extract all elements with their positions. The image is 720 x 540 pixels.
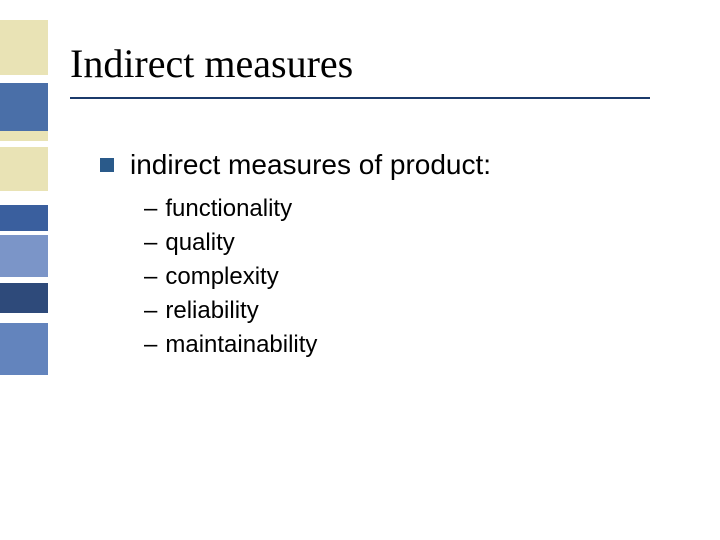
slide-title: Indirect measures — [70, 40, 690, 87]
slide-content: Indirect measures indirect measures of p… — [70, 40, 690, 365]
bullet-level2: –functionality — [144, 195, 690, 223]
sidebar-block — [0, 191, 48, 205]
sidebar-block — [0, 83, 48, 131]
slide-body: indirect measures of product: –functiona… — [100, 149, 690, 359]
dash-icon: – — [144, 297, 157, 325]
bullet-level2: –quality — [144, 229, 690, 257]
dash-icon: – — [144, 263, 157, 291]
sidebar-block — [0, 235, 48, 277]
sidebar-block — [0, 75, 48, 83]
dash-icon: – — [144, 331, 157, 359]
slide: Indirect measures indirect measures of p… — [0, 0, 720, 540]
sidebar-block — [0, 375, 48, 540]
level2-text: quality — [165, 229, 234, 257]
sidebar-block — [0, 147, 48, 191]
level2-list: –functionality–quality–complexity–reliab… — [144, 195, 690, 359]
sidebar-block — [0, 283, 48, 313]
level2-text: reliability — [165, 297, 258, 325]
level2-text: maintainability — [165, 331, 317, 359]
sidebar-block — [0, 313, 48, 323]
level2-text: functionality — [165, 195, 292, 223]
sidebar-block — [0, 0, 48, 20]
sidebar-block — [0, 20, 48, 75]
bullet-level2: –maintainability — [144, 331, 690, 359]
square-bullet-icon — [100, 158, 114, 172]
title-underline — [70, 97, 650, 99]
dash-icon: – — [144, 229, 157, 257]
sidebar-block — [0, 323, 48, 375]
dash-icon: – — [144, 195, 157, 223]
level1-text: indirect measures of product: — [130, 149, 491, 181]
decorative-sidebar — [0, 0, 48, 540]
bullet-level2: –complexity — [144, 263, 690, 291]
level2-text: complexity — [165, 263, 278, 291]
bullet-level1: indirect measures of product: — [100, 149, 690, 181]
sidebar-block — [0, 205, 48, 231]
sidebar-block — [0, 131, 48, 141]
bullet-level2: –reliability — [144, 297, 690, 325]
